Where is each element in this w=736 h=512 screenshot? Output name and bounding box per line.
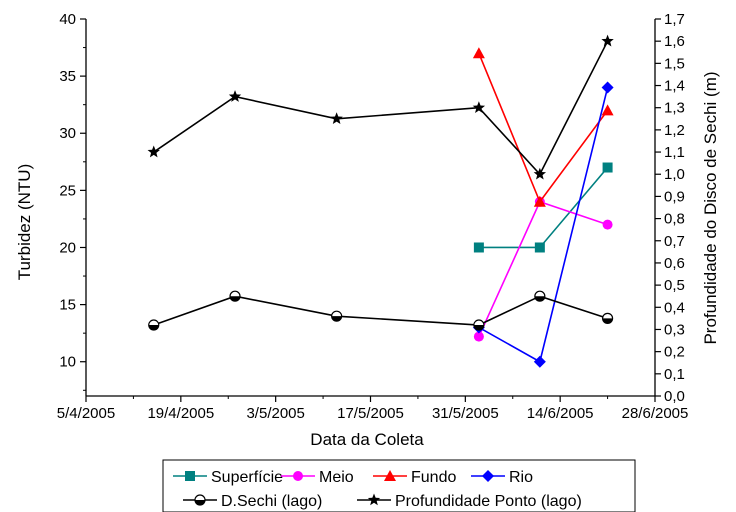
legend-marker [482, 470, 494, 482]
y-right-tick-label: 0,2 [664, 344, 685, 361]
legend-item: Meio [281, 469, 354, 486]
data-point [472, 47, 485, 59]
data-point [330, 112, 343, 125]
y-axis-left-title: Turbidez (NTU) [15, 164, 34, 281]
legend-label: Profundidade Ponto (lago) [395, 493, 582, 510]
ticks: 5/4/2005 19/4/2005 3/5/2005 17/5/2005 31/5/2… [57, 11, 689, 422]
y-right-tick-label: 1,5 [664, 55, 685, 72]
y-right-tick-label: 0,6 [664, 255, 685, 272]
data-point [533, 195, 546, 207]
y-right-tick-label: 0,7 [664, 233, 685, 250]
series-line [153, 40, 609, 176]
y-right-tick-label: 1,4 [664, 78, 685, 95]
data-point [602, 219, 613, 230]
legend-label: Meio [319, 469, 354, 486]
legend-item: Superfície [173, 469, 283, 486]
legend-label: Rio [509, 469, 533, 486]
y-left-tick-label: 15 [59, 297, 76, 314]
data-point [148, 319, 160, 331]
data-point [601, 312, 614, 324]
legend-marker [384, 470, 396, 481]
y-right-tick-label: 1,7 [664, 11, 685, 28]
legend-item: Fundo [373, 469, 456, 486]
legend-box [162, 459, 636, 512]
legend-label: Superfície [211, 469, 283, 486]
y-right-tick-label: 0,8 [664, 211, 685, 228]
marker-fill [195, 500, 205, 505]
data-point [331, 310, 343, 322]
x-tick-label: 19/4/2005 [147, 405, 214, 422]
data-point [534, 242, 545, 253]
y-right-tick-label: 0,0 [664, 388, 685, 405]
legend-item: D.Sechi (lago) [183, 493, 322, 510]
y-left-tick-label: 20 [59, 239, 76, 256]
series-layer [147, 34, 614, 368]
data-point [473, 242, 484, 253]
series-4 [148, 290, 614, 331]
x-tick-label: 5/4/2005 [57, 405, 115, 422]
series-2 [472, 47, 614, 207]
legend-label: D.Sechi (lago) [221, 493, 322, 510]
data-point [534, 290, 546, 302]
y-right-tick-label: 1,2 [664, 122, 685, 139]
x-tick-label: 14/6/2005 [527, 405, 594, 422]
legend-item: Profundidade Ponto (lago) [357, 493, 582, 510]
marker-fill [534, 296, 545, 302]
marker-fill [473, 325, 484, 331]
legend-item: Rio [471, 469, 533, 486]
data-point [601, 34, 614, 47]
x-axis-title: Data da Coleta [310, 430, 424, 449]
y-left-tick-label: 40 [59, 11, 76, 28]
legend: Superfície Meio Fundo Rio D.Sechi (lago) Prof… [162, 459, 636, 512]
data-point [533, 167, 547, 180]
legend-marker [194, 494, 206, 506]
axes [85, 19, 656, 397]
series-1 [473, 196, 613, 342]
legend-marker [367, 493, 381, 506]
y-left-tick-label: 25 [59, 182, 76, 199]
series-0 [473, 162, 613, 253]
y-right-tick-label: 0,4 [664, 299, 685, 316]
marker-fill [602, 318, 613, 324]
y-right-tick-label: 1,1 [664, 144, 685, 161]
marker-fill [148, 325, 159, 331]
y-axis-right-title: Profundidade do Disco de Sechi (m) [701, 71, 720, 344]
series-line [478, 166, 609, 249]
y-left-tick-label: 35 [59, 68, 76, 85]
x-tick-label: 3/5/2005 [246, 405, 304, 422]
legend-marker [293, 471, 303, 481]
y-left-tick-label: 30 [59, 125, 76, 142]
data-point [602, 162, 613, 173]
data-point [473, 319, 485, 331]
y-right-tick-label: 1,6 [664, 33, 685, 50]
y-right-tick-label: 0,1 [664, 366, 685, 383]
data-point [533, 355, 546, 368]
data-point [472, 101, 486, 113]
data-point [473, 331, 484, 342]
y-right-tick-label: 1,3 [664, 100, 685, 117]
data-point [228, 90, 242, 102]
data-point [147, 145, 160, 158]
data-point [229, 290, 241, 302]
series-line [153, 295, 608, 326]
y-right-tick-label: 0,3 [664, 321, 685, 338]
x-tick-label: 31/5/2005 [432, 405, 499, 422]
y-right-tick-label: 1,0 [664, 166, 685, 183]
x-tick-label: 17/5/2005 [337, 405, 404, 422]
data-point [601, 81, 614, 94]
y-right-tick-label: 0,5 [664, 277, 685, 294]
marker-fill [230, 296, 241, 302]
y-left-tick-label: 10 [59, 354, 76, 371]
y-right-tick-label: 0,9 [664, 188, 685, 205]
legend-label: Fundo [411, 469, 456, 486]
x-tick-label: 28/6/2005 [622, 405, 689, 422]
data-point [601, 104, 614, 116]
series-line [478, 52, 609, 204]
marker-fill [331, 316, 342, 322]
legend-marker [185, 471, 195, 481]
series-5 [147, 34, 614, 180]
